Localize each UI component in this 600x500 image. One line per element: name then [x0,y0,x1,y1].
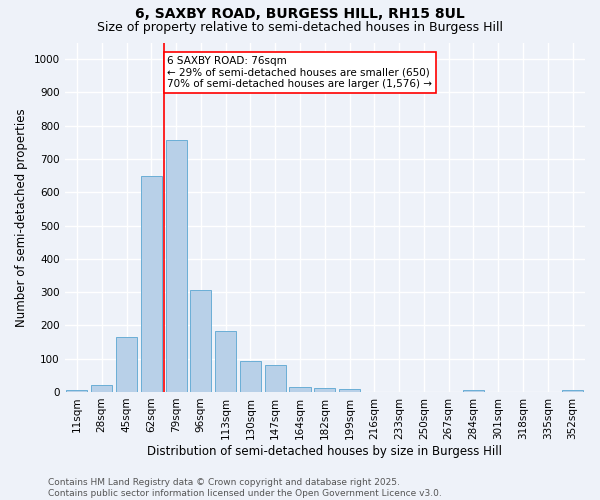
Bar [339,388,360,392]
Bar [240,362,261,392]
Bar [562,390,583,392]
Bar [141,176,162,392]
Text: Size of property relative to semi-detached houses in Burgess Hill: Size of property relative to semi-detach… [97,21,503,34]
Bar [289,387,311,392]
Bar [91,384,112,392]
Text: Contains HM Land Registry data © Crown copyright and database right 2025.
Contai: Contains HM Land Registry data © Crown c… [48,478,442,498]
Bar [166,140,187,392]
Bar [463,390,484,392]
Bar [314,388,335,392]
Bar [190,290,211,392]
Y-axis label: Number of semi-detached properties: Number of semi-detached properties [15,108,28,326]
X-axis label: Distribution of semi-detached houses by size in Burgess Hill: Distribution of semi-detached houses by … [147,444,502,458]
Bar [67,390,88,392]
Text: 6, SAXBY ROAD, BURGESS HILL, RH15 8UL: 6, SAXBY ROAD, BURGESS HILL, RH15 8UL [135,8,465,22]
Text: 6 SAXBY ROAD: 76sqm
← 29% of semi-detached houses are smaller (650)
70% of semi-: 6 SAXBY ROAD: 76sqm ← 29% of semi-detach… [167,56,433,89]
Bar [265,366,286,392]
Bar [215,331,236,392]
Bar [116,337,137,392]
